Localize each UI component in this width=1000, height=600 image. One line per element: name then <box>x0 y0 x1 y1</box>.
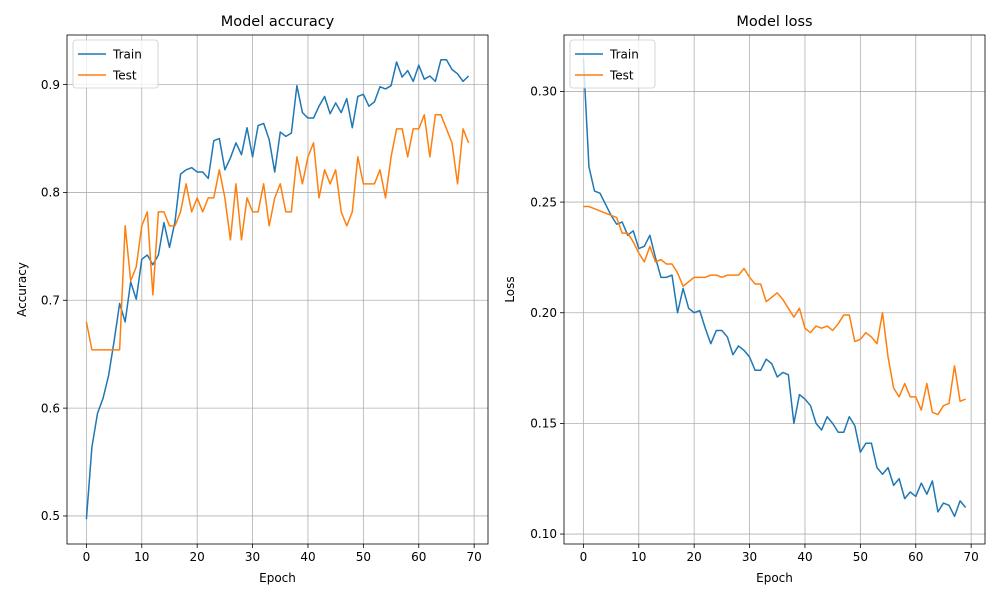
accuracy-x-tick-label: 20 <box>190 550 205 564</box>
loss-series-test-line <box>583 205 966 416</box>
loss-x-tick-label: 0 <box>580 550 588 564</box>
accuracy-legend-label-train: Train <box>112 47 142 61</box>
loss-y-axis-label: Loss <box>503 276 517 302</box>
loss-x-tick-label: 60 <box>908 550 923 564</box>
loss-legend-box <box>569 39 656 89</box>
loss-series-train-line <box>582 58 967 518</box>
accuracy-y-tick-label: 0.5 <box>41 509 60 523</box>
accuracy-legend-label-test: Test <box>112 68 137 82</box>
loss-chart-title: Model loss <box>736 14 812 30</box>
loss-plot-area: 0 10 20 30 40 50 60 70 0.10 0.15 0.20 0.25 0.30 Train… <box>530 34 986 564</box>
accuracy-series-test-line <box>85 114 470 351</box>
loss-x-tick-label: 50 <box>853 550 868 564</box>
loss-chart: 0 10 20 30 40 50 60 70 0.10 0.15 0.20 0.25 0.30 Train… <box>503 14 986 585</box>
loss-y-tick-label: 0.10 <box>530 527 557 541</box>
loss-x-axis-label: Epoch <box>756 571 793 585</box>
loss-legend-label-train: Train <box>609 47 639 61</box>
accuracy-y-tick-label: 0.8 <box>41 186 60 200</box>
accuracy-x-tick-label: 30 <box>245 550 260 564</box>
loss-y-tick-label: 0.30 <box>530 85 557 99</box>
loss-axes-frame <box>563 34 986 545</box>
accuracy-x-tick-label: 40 <box>300 550 315 564</box>
accuracy-y-tick-label: 0.7 <box>41 293 60 307</box>
accuracy-x-axis-label: Epoch <box>259 571 296 585</box>
loss-x-tick-label: 40 <box>797 550 812 564</box>
loss-y-tick-label: 0.25 <box>530 195 557 209</box>
loss-x-tick-label: 70 <box>964 550 979 564</box>
loss-x-tick-label: 20 <box>687 550 702 564</box>
accuracy-y-tick-label: 0.9 <box>41 78 60 92</box>
accuracy-x-tick-label: 50 <box>356 550 371 564</box>
accuracy-legend: Train Test <box>72 39 159 89</box>
loss-x-tick-label: 30 <box>742 550 757 564</box>
accuracy-x-tick-label: 60 <box>411 550 426 564</box>
loss-legend: Train Test <box>569 39 656 89</box>
accuracy-axes-frame <box>66 34 489 545</box>
loss-legend-label-test: Test <box>609 68 634 82</box>
loss-y-tick-label: 0.20 <box>530 306 557 320</box>
loss-y-tick-label: 0.15 <box>530 417 557 431</box>
accuracy-plot-area: 0 10 20 30 40 50 60 70 0.5 0.6 0.7 0.8 0.9 Train Test <box>41 34 489 564</box>
loss-x-tick-label: 10 <box>631 550 646 564</box>
accuracy-y-axis-label: Accuracy <box>15 262 29 317</box>
accuracy-x-tick-label: 70 <box>467 550 482 564</box>
accuracy-legend-box <box>72 39 159 89</box>
accuracy-x-tick-label: 10 <box>134 550 149 564</box>
accuracy-series-train-line <box>85 59 470 520</box>
accuracy-y-tick-label: 0.6 <box>41 401 60 415</box>
accuracy-x-tick-label: 0 <box>83 550 91 564</box>
accuracy-chart-title: Model accuracy <box>221 14 335 30</box>
accuracy-chart: 0 10 20 30 40 50 60 700.50.60.70.80.9TrainTest … <box>15 14 489 585</box>
